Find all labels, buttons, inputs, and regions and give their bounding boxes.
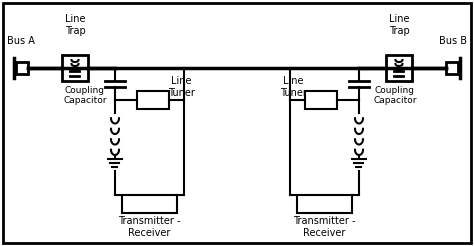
Bar [122,195,177,213]
Text: Transmitter -
Receiver: Transmitter - Receiver [118,216,181,238]
Bar [62,55,88,81]
Text: Bus B: Bus B [439,36,467,46]
Bar [297,195,352,213]
Text: Line
Trap: Line Trap [64,15,85,36]
Bar [305,91,337,109]
Text: Line
Tuner: Line Tuner [168,76,194,98]
Bar [386,55,412,81]
Text: Line
Tuner: Line Tuner [280,76,306,98]
Bar [446,62,458,74]
Text: Coupling
Capacitor: Coupling Capacitor [373,86,417,105]
Bar [137,91,169,109]
Bar [16,62,28,74]
Text: Line
Trap: Line Trap [389,15,410,36]
Text: Bus A: Bus A [7,36,35,46]
Text: Transmitter -
Receiver: Transmitter - Receiver [293,216,356,238]
Text: Coupling
Capacitor: Coupling Capacitor [63,86,107,105]
